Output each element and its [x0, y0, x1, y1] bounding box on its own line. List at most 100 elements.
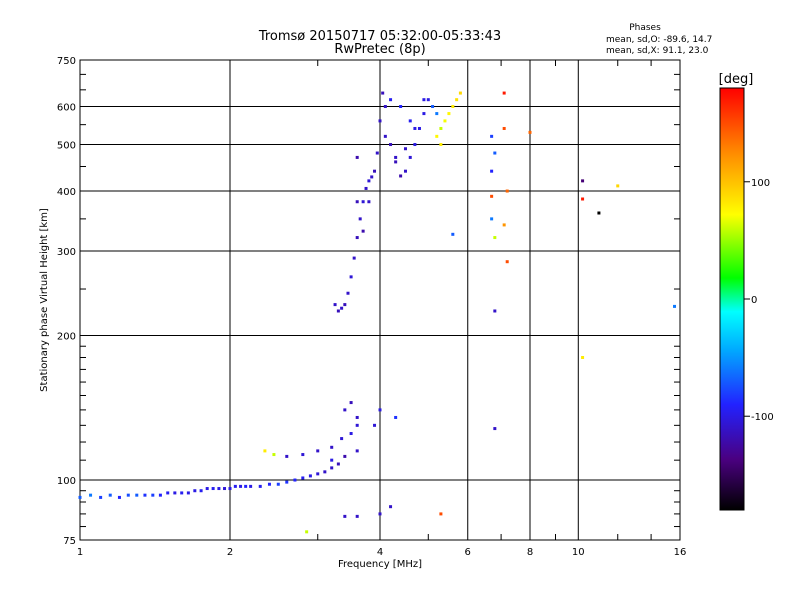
data-point	[211, 487, 215, 491]
data-point	[316, 449, 320, 453]
stats-heading: Phases	[629, 23, 661, 33]
data-point	[340, 437, 344, 441]
data-point	[389, 505, 393, 509]
data-point	[403, 147, 407, 151]
data-point	[193, 489, 197, 493]
data-point	[490, 194, 494, 198]
data-point	[349, 275, 353, 279]
data-point	[199, 489, 203, 493]
data-point	[408, 155, 412, 159]
y-tick-label: 200	[57, 332, 76, 343]
data-point	[117, 495, 121, 499]
data-point	[233, 484, 237, 488]
data-point	[431, 105, 435, 109]
data-point	[158, 493, 162, 497]
data-point	[223, 487, 227, 491]
data-point	[180, 491, 184, 495]
data-point	[336, 462, 340, 466]
data-point	[343, 303, 347, 307]
data-point	[378, 408, 382, 412]
data-point	[355, 423, 359, 427]
x-tick-label: 10	[572, 547, 585, 558]
y-tick-label: 400	[57, 187, 76, 198]
y-tick-label: 600	[57, 103, 76, 114]
data-point	[490, 134, 494, 138]
data-point	[375, 151, 379, 155]
x-tick-label: 8	[527, 547, 533, 558]
colorbar	[719, 87, 745, 511]
data-point	[581, 355, 585, 359]
data-point	[99, 495, 103, 499]
data-point	[422, 98, 426, 102]
chart-title: Tromsø 20150717 05:32:00-05:33:43	[258, 29, 501, 44]
data-point	[276, 482, 280, 486]
data-point	[502, 223, 506, 227]
data-point	[355, 155, 359, 159]
data-point	[378, 119, 382, 123]
data-point	[505, 260, 509, 264]
data-point	[330, 458, 334, 462]
colorbar-tick-label: 0	[751, 295, 757, 306]
data-point	[308, 474, 312, 478]
data-point	[370, 175, 374, 179]
x-tick-label: 4	[377, 547, 383, 558]
y-tick-label: 100	[57, 476, 76, 487]
data-point	[413, 126, 417, 130]
data-point	[267, 482, 271, 486]
data-point	[239, 484, 243, 488]
data-point	[439, 126, 443, 130]
data-point	[186, 491, 190, 495]
data-point	[378, 512, 382, 516]
data-point	[417, 126, 421, 130]
data-point	[443, 119, 447, 123]
data-point	[108, 493, 112, 497]
x-axis-label: Frequency [MHz]	[338, 559, 422, 570]
data-point	[451, 232, 455, 236]
data-point	[451, 105, 455, 109]
data-point	[394, 415, 398, 419]
data-point	[355, 200, 359, 204]
data-point	[616, 184, 620, 188]
data-point	[364, 186, 368, 190]
data-point	[389, 98, 393, 102]
data-point	[355, 514, 359, 518]
data-point	[408, 119, 412, 123]
data-point	[426, 98, 430, 102]
data-point	[272, 453, 276, 457]
data-point	[340, 306, 344, 310]
x-tick-label: 6	[465, 547, 471, 558]
y-tick-label: 750	[57, 56, 76, 67]
data-point	[249, 484, 253, 488]
data-point	[439, 512, 443, 516]
data-point	[399, 174, 403, 178]
data-point	[493, 427, 497, 431]
data-point	[305, 530, 309, 534]
data-point	[361, 200, 365, 204]
data-point	[151, 493, 155, 497]
data-point	[205, 487, 209, 491]
data-point	[217, 487, 221, 491]
data-point	[343, 514, 347, 518]
data-point	[458, 91, 462, 95]
data-point	[502, 91, 506, 95]
data-point	[455, 98, 459, 102]
data-point	[126, 493, 130, 497]
colorbar-ticks: 100 0 -100	[744, 178, 774, 423]
data-point	[343, 454, 347, 458]
data-point	[293, 478, 297, 482]
axis-ticks: 1 2 4 6 8 10 16 75 100 200 300 400 500 600 750	[57, 56, 686, 558]
data-point	[394, 155, 398, 159]
data-point	[383, 134, 387, 138]
colorbar-tick-label: 100	[751, 178, 770, 189]
data-point	[301, 476, 305, 480]
data-point	[399, 105, 403, 109]
data-point	[316, 472, 320, 476]
data-point	[493, 151, 497, 155]
data-points	[78, 91, 677, 534]
data-point	[355, 415, 359, 419]
data-point	[490, 217, 494, 221]
data-point	[581, 197, 585, 201]
stats-line-x: mean, sd,X: 91.1, 23.0	[606, 46, 709, 56]
data-point	[330, 466, 334, 470]
